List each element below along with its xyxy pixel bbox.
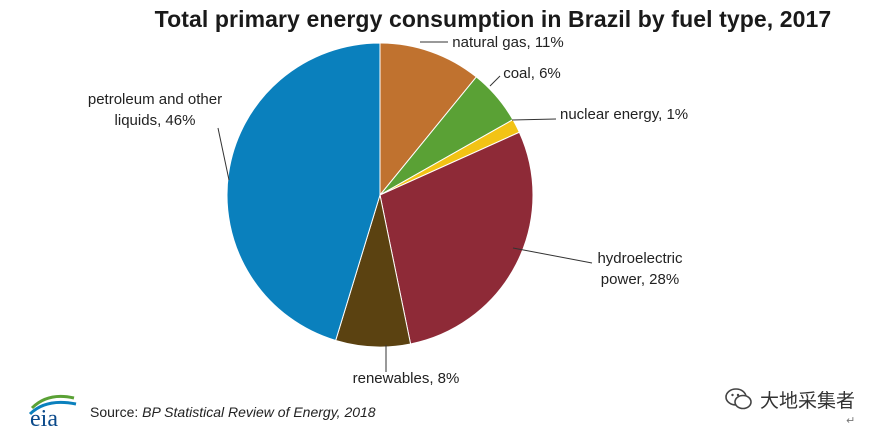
source-prefix: Source: bbox=[90, 404, 143, 420]
eia-logo: eia bbox=[28, 394, 77, 430]
source-note: Source: BP Statistical Review of Energy,… bbox=[90, 404, 376, 420]
watermark-text: 大地采集者 bbox=[760, 390, 856, 412]
slice-label: nuclear energy, 1% bbox=[560, 106, 688, 123]
wechat-icon bbox=[725, 388, 752, 410]
pie-slice bbox=[379, 131, 534, 345]
slice-label: renewables, 8% bbox=[353, 370, 460, 387]
leader-line bbox=[512, 247, 593, 264]
pie-slice bbox=[226, 42, 381, 342]
source-title: BP Statistical Review of Energy, 2018 bbox=[142, 404, 376, 420]
slice-label: natural gas, 11% bbox=[452, 34, 563, 51]
slice-label: coal, 6% bbox=[503, 65, 561, 82]
slice-label: petroleum and other liquids, 46% bbox=[88, 91, 222, 129]
pie-slice bbox=[379, 42, 478, 197]
eia-logo-text: eia bbox=[30, 406, 58, 430]
leader-line bbox=[489, 75, 501, 87]
chart-title: Total primary energy consumption in Braz… bbox=[154, 6, 832, 32]
watermark: 大地采集者 bbox=[724, 384, 855, 414]
return-mark: ↵ bbox=[846, 415, 856, 427]
leader-line bbox=[217, 127, 230, 181]
slice-label: hydroelectric power, 28% bbox=[597, 250, 683, 288]
leader-line bbox=[511, 118, 557, 121]
